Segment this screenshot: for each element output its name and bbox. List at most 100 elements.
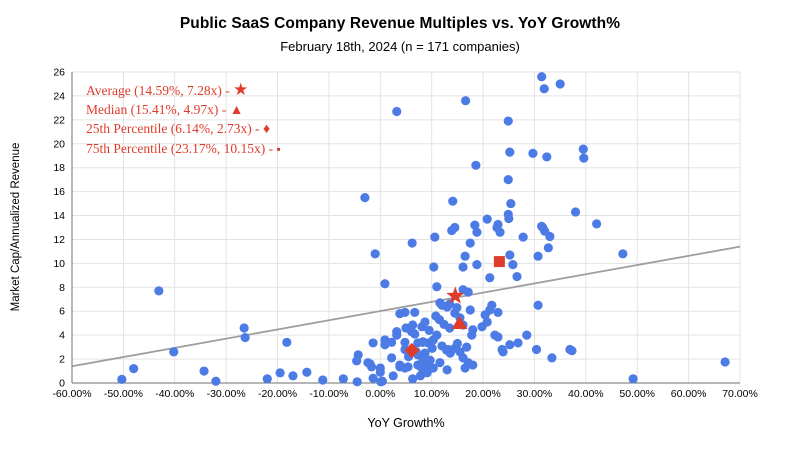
data-point — [720, 357, 730, 367]
data-point — [432, 282, 442, 292]
data-point — [462, 342, 472, 352]
data-point — [352, 377, 362, 387]
data-point — [531, 344, 542, 355]
data-point — [579, 153, 589, 163]
triangle-icon: ▲ — [229, 102, 244, 118]
data-point — [567, 346, 577, 356]
median-marker — [451, 316, 468, 330]
data-point — [388, 371, 398, 381]
data-point — [545, 231, 555, 242]
data-point — [169, 347, 179, 357]
data-point — [407, 238, 417, 248]
x-tick-label: 50.00% — [619, 388, 655, 400]
data-point — [485, 273, 495, 283]
data-point — [463, 287, 473, 297]
data-point — [154, 286, 164, 296]
data-point — [400, 307, 410, 318]
data-point — [117, 374, 127, 385]
data-point — [508, 259, 518, 270]
data-point — [498, 347, 508, 357]
data-point — [338, 374, 348, 384]
data-point — [471, 160, 481, 170]
y-tick-label: 4 — [59, 330, 65, 342]
data-point — [420, 317, 430, 327]
data-point — [408, 374, 418, 384]
data-point — [450, 222, 460, 233]
x-tick-label: -20.00% — [258, 388, 297, 400]
star-icon: ★ — [233, 80, 249, 99]
data-point — [375, 367, 385, 377]
y-axis-title: Market Cap/Annualized Revenue — [10, 142, 22, 312]
data-point — [461, 96, 471, 106]
x-axis-title: YoY Growth% — [367, 416, 445, 430]
y-tick-label: 0 — [59, 378, 65, 390]
data-point — [458, 262, 468, 272]
data-point — [387, 353, 397, 363]
x-tick-label: 20.00% — [465, 388, 501, 400]
data-point — [468, 325, 478, 335]
data-point — [448, 196, 458, 206]
x-tick-label: 70.00% — [722, 388, 758, 400]
data-point — [387, 337, 397, 347]
data-point — [430, 232, 440, 242]
diamond-icon: ♦ — [262, 122, 271, 137]
data-point — [513, 338, 523, 348]
chart-title: Public SaaS Company Revenue Multiples vs… — [179, 15, 621, 32]
legend-item-average: Average (14.59%, 7.28x) - ★ — [86, 80, 281, 100]
data-point — [468, 360, 478, 370]
data-point — [392, 106, 402, 117]
data-point — [482, 317, 492, 327]
y-tick-label: 2 — [59, 354, 65, 366]
data-point — [592, 219, 602, 229]
data-point — [487, 300, 497, 310]
data-point — [503, 175, 513, 185]
data-point — [428, 363, 438, 373]
data-point — [503, 116, 513, 126]
data-point — [506, 198, 516, 209]
x-tick-label: 0.00% — [365, 388, 395, 400]
square-icon: ▪ — [276, 141, 281, 156]
25th-percentile-marker — [404, 342, 420, 358]
data-point — [368, 338, 378, 348]
data-point — [482, 214, 492, 224]
data-point — [420, 348, 430, 358]
y-tick-label: 18 — [53, 162, 65, 174]
y-tick-label: 22 — [53, 114, 65, 126]
x-tick-label: 30.00% — [517, 388, 553, 400]
data-point — [400, 337, 410, 347]
data-point — [129, 364, 139, 374]
data-point — [377, 376, 387, 386]
data-point — [432, 330, 442, 340]
data-point — [445, 323, 455, 333]
legend-label-average: Average (14.59%, 7.28x) - — [86, 83, 234, 98]
legend-item-median: Median (15.41%, 4.97x) - ▲ — [86, 100, 281, 120]
data-point — [275, 368, 285, 378]
average-marker — [446, 286, 465, 304]
y-tick-label: 8 — [59, 282, 65, 294]
legend-label-median: Median (15.41%, 4.97x) - — [86, 101, 230, 117]
x-tick-label: -40.00% — [155, 388, 194, 400]
x-tick-label: 40.00% — [568, 388, 604, 400]
y-tick-label: 20 — [53, 138, 65, 150]
data-point — [425, 355, 435, 365]
data-point — [470, 220, 480, 230]
data-point — [522, 330, 532, 340]
data-point — [368, 373, 378, 383]
y-tick-label: 6 — [59, 306, 65, 318]
data-point — [543, 243, 553, 253]
data-point — [505, 147, 515, 157]
data-point — [429, 262, 439, 272]
data-point — [578, 144, 588, 154]
x-tick-label: 60.00% — [671, 388, 707, 400]
y-tick-label: 24 — [53, 90, 65, 102]
data-point — [628, 374, 638, 384]
data-point — [360, 192, 370, 203]
data-point — [570, 207, 581, 217]
data-point — [353, 350, 363, 360]
legend-label-25th-percentile: 25th Percentile (6.14%, 2.73x) - — [86, 121, 263, 136]
75th-percentile-marker — [493, 256, 505, 268]
data-point — [392, 330, 402, 340]
data-point — [366, 362, 377, 372]
